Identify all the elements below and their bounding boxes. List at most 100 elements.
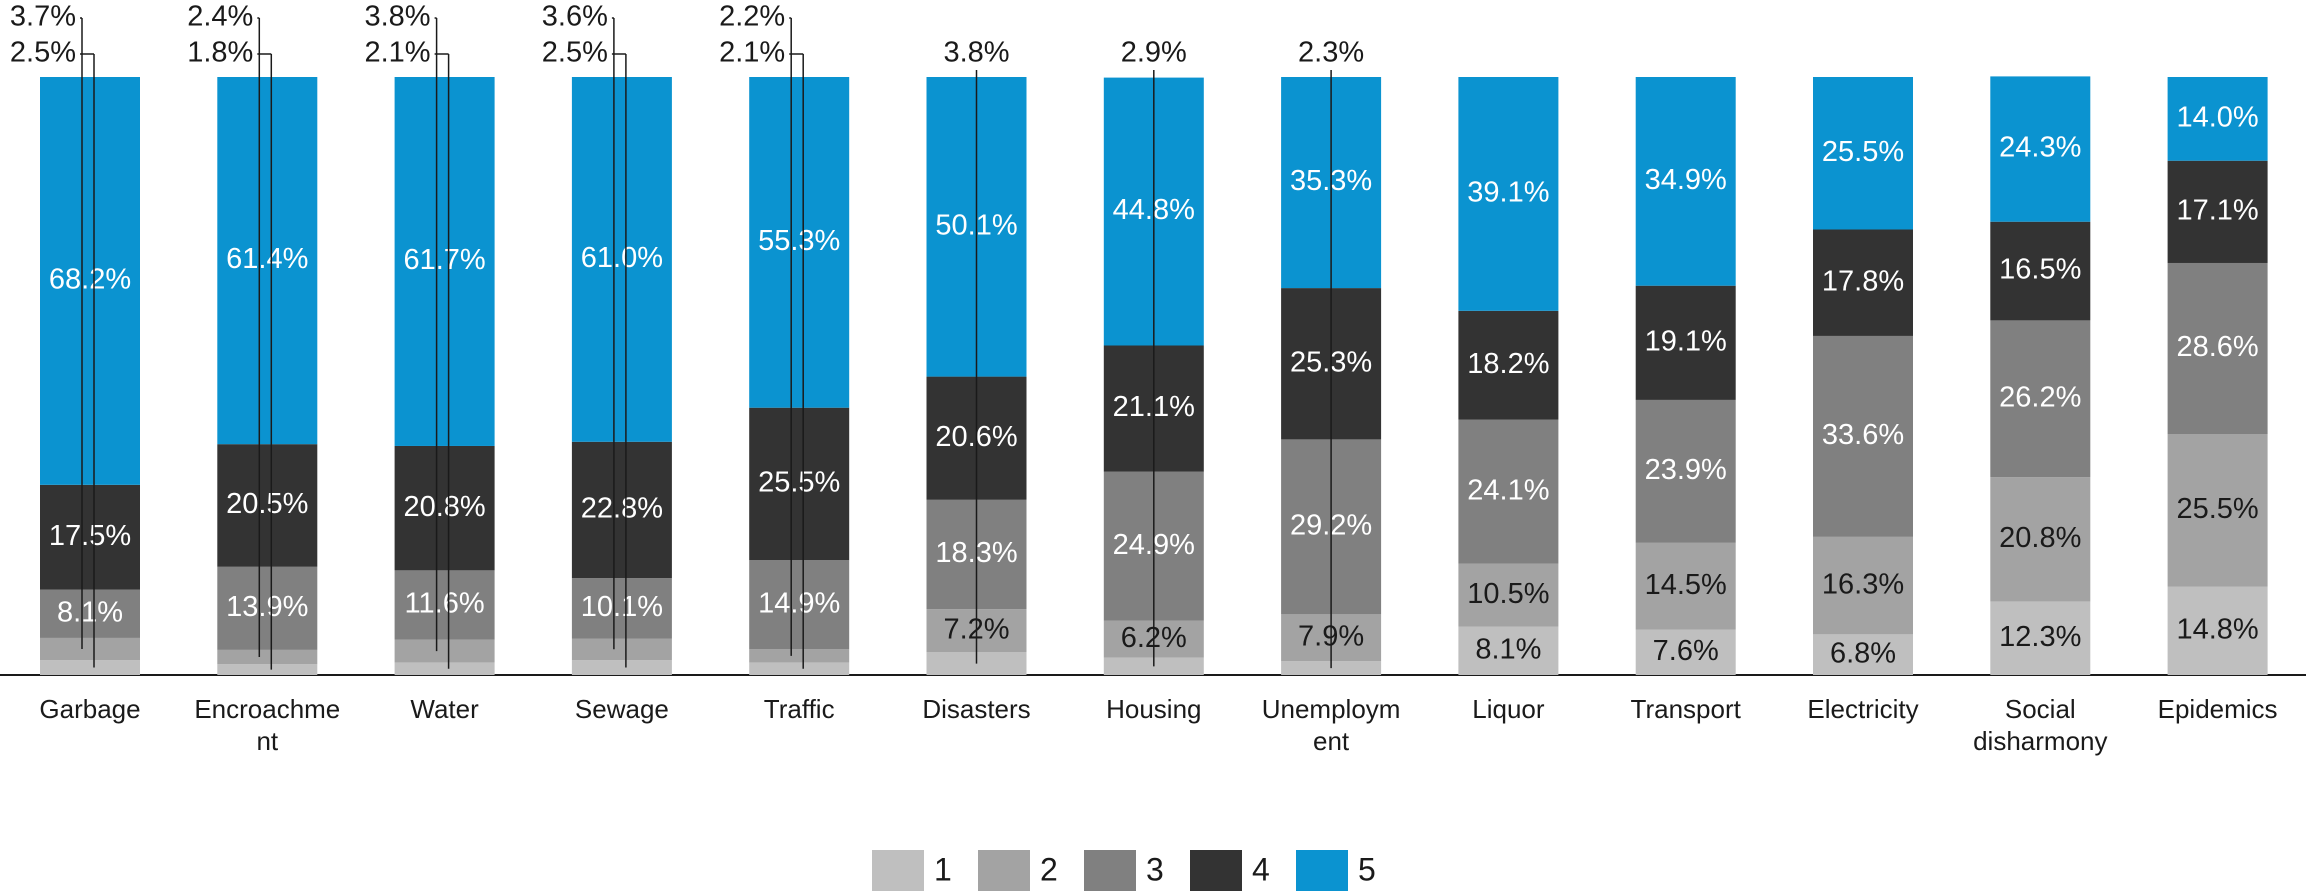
bar-segment [1458,310,1559,420]
bar-segment [749,77,850,408]
value-label: 2.9% [1121,37,1187,69]
value-label: 24.3% [1999,132,2081,164]
bar-segment [40,484,140,590]
bar-segment [1458,419,1559,564]
value-label: 2.1% [719,37,785,69]
value-label: 25.5% [758,467,840,499]
bar-segment [217,77,318,445]
value-label: 34.9% [1645,164,1727,196]
value-label: 10.5% [1467,578,1549,610]
x-tick-label: Traffic [763,694,835,724]
bar-segment [1990,477,2091,602]
value-label: 10.1% [581,591,663,623]
bar-segment [2167,434,2268,587]
bar-segment [1813,536,1913,635]
legend-swatch [872,850,924,891]
bar-segment [749,649,850,663]
value-label: 2.5% [542,37,608,69]
bar-segment [1990,76,2091,222]
bar-segment [2167,160,2268,263]
x-tick-label: Social disharmony [1973,694,2108,756]
bar-segment [394,77,495,446]
value-label: 14.9% [758,587,840,619]
bar-segment [40,637,140,661]
legend-swatch [1296,850,1348,891]
x-tick-label: Water [410,694,479,724]
value-label: 8.1% [1475,633,1541,665]
bar-segment [2167,262,2268,435]
bar-segment [2167,586,2268,675]
value-label: 20.5% [226,488,308,520]
value-label: 1.8% [187,37,253,69]
value-label: 8.1% [57,596,123,628]
bar-segment [40,77,140,485]
bar-segment [749,407,850,561]
legend-swatch [978,850,1030,891]
value-label: 25.5% [1822,136,1904,168]
bar-segment [2167,77,2268,161]
value-label: 3.6% [542,1,608,33]
value-label: 14.0% [2176,102,2258,134]
value-label: 19.1% [1645,325,1727,357]
legend-label: 4 [1252,851,1270,887]
value-label: 2.3% [1298,37,1364,69]
bar-segment [1635,399,1736,543]
value-label: 3.8% [943,37,1009,69]
bar-segment [1990,320,2091,478]
bar-segment [571,441,672,579]
legend-label: 5 [1358,851,1376,887]
value-label: 16.3% [1822,568,1904,600]
value-label: 18.2% [1467,348,1549,380]
bar-segment [1813,229,1913,336]
x-tick-label: Sewage [574,694,669,724]
value-label: 17.5% [49,520,131,552]
x-tick-label: Disasters [922,694,1031,724]
bar-segment [394,445,495,571]
bar-segment [1458,77,1559,311]
value-label: 14.5% [1645,569,1727,601]
bar-segment [40,660,140,675]
value-label: 17.8% [1822,265,1904,297]
value-label: 2.4% [187,1,253,33]
value-label: 68.2% [49,264,131,296]
bar-segment [217,649,318,665]
value-label: 6.8% [1830,637,1896,669]
legend-label: 1 [934,851,952,887]
value-label: 2.5% [10,37,76,69]
bar-segment [1813,634,1913,675]
x-tick-label: Garbage [39,694,141,724]
value-label: 16.5% [1999,254,2081,286]
legend-swatch [1190,850,1242,891]
value-label: 24.1% [1467,474,1549,506]
bar-segment [571,660,672,675]
bar-segment [217,566,318,650]
value-label: 55.3% [758,225,840,257]
x-tick-label: Housing [1106,694,1202,724]
value-label: 3.8% [364,1,430,33]
value-label: 25.5% [2176,493,2258,525]
x-tick-label: Transport [1630,694,1741,724]
bar-segment [1635,542,1736,630]
bar-segment [1635,77,1736,286]
value-label: 2.1% [364,37,430,69]
value-label: 20.8% [403,491,485,523]
value-label: 13.9% [226,591,308,623]
value-label: 7.6% [1653,635,1719,667]
bar-segment [217,664,318,675]
value-label: 2.2% [719,1,785,33]
value-label: 61.4% [226,243,308,275]
bar-segment [571,77,672,442]
value-label: 61.0% [581,242,663,274]
bar-segment [1635,285,1736,400]
value-label: 17.1% [2176,195,2258,227]
legend-label: 3 [1146,851,1164,887]
bar-segment [749,560,850,650]
bar-segment [1813,77,1913,230]
bar-segment [40,589,140,638]
value-label: 3.7% [10,1,76,33]
legend-swatch [1084,850,1136,891]
bar-segment [571,578,672,639]
legend-label: 2 [1040,851,1058,887]
bar-segment [1458,563,1559,627]
